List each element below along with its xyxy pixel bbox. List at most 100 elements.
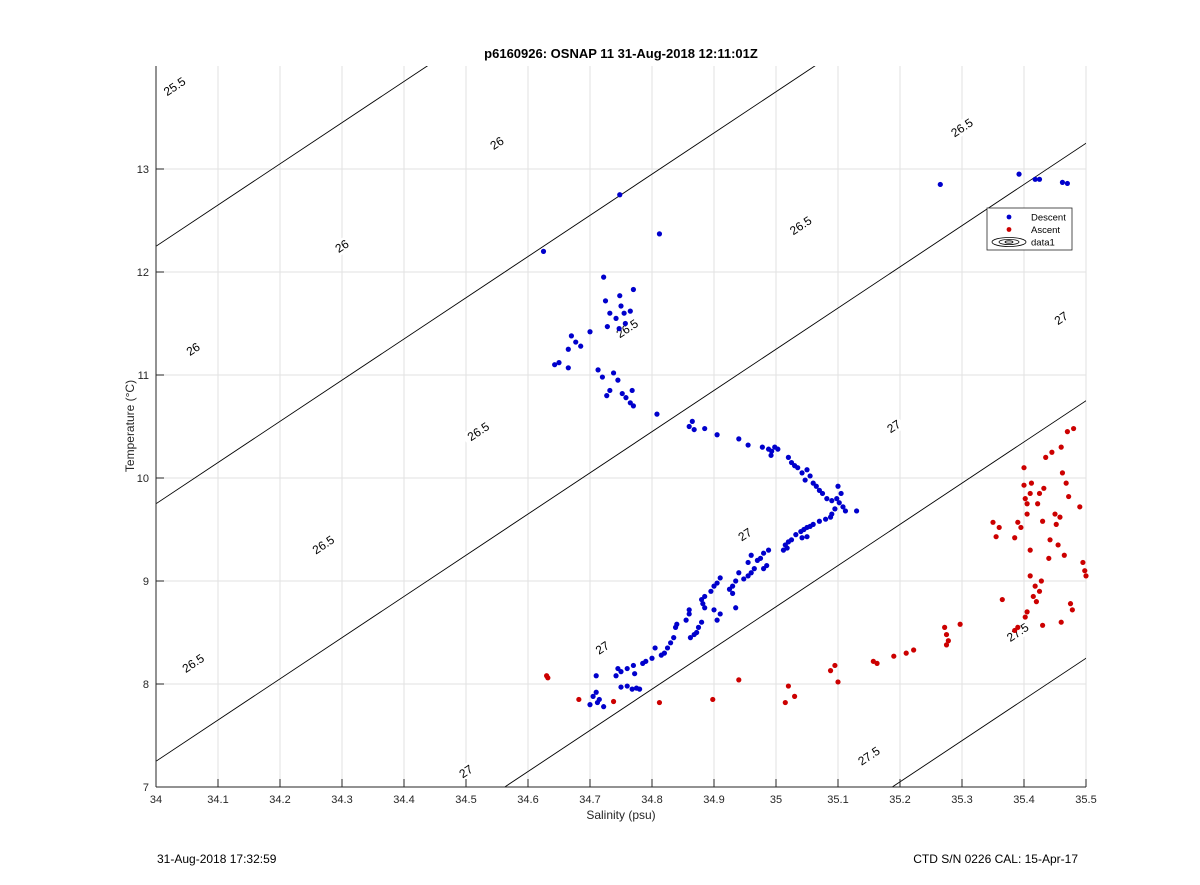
legend-label-data1: data1 <box>1031 238 1055 249</box>
legend-contour-icon-inner <box>998 238 1020 245</box>
x-tick-label: 34.5 <box>455 794 476 806</box>
descent-point <box>593 689 599 695</box>
descent-point <box>804 467 810 473</box>
descent-point <box>798 528 804 535</box>
y-tick-label: 11 <box>138 370 149 382</box>
ascent-point <box>945 638 951 644</box>
ascent-point <box>1027 490 1033 497</box>
y-tick-label: 12 <box>137 267 149 279</box>
descent-point <box>624 665 630 672</box>
descent-point <box>590 693 596 699</box>
ascent-point <box>1083 573 1089 579</box>
descent-point <box>802 477 808 483</box>
descent-point <box>601 704 607 710</box>
descent-point <box>601 274 607 280</box>
svg-text:26: 26 <box>333 237 352 256</box>
ascent-point <box>792 693 798 699</box>
ascent-point <box>1055 542 1061 548</box>
ascent-point <box>1030 593 1036 600</box>
descent-point <box>804 534 810 540</box>
ascent-point <box>1047 537 1053 543</box>
ascent-point <box>1052 511 1058 517</box>
isopycnal-label: 26.5 <box>175 648 211 679</box>
descent-point <box>630 403 637 409</box>
ascent-point <box>1046 555 1052 561</box>
ascent-point <box>1069 607 1075 613</box>
descent-point <box>745 559 751 566</box>
descent-point <box>578 343 584 349</box>
descent-point <box>708 588 714 594</box>
descent-point <box>618 303 624 309</box>
x-tick-label: 34.7 <box>579 794 600 806</box>
ascent-point <box>1024 501 1030 507</box>
descent-point <box>629 387 635 394</box>
descent-point <box>593 673 599 679</box>
descent-point <box>1064 180 1070 187</box>
ascent-point <box>1012 627 1018 634</box>
ascent-point <box>1033 599 1039 605</box>
descent-point <box>1016 171 1022 177</box>
ascent-point <box>1024 511 1030 517</box>
ascent-point <box>1035 501 1041 507</box>
x-tick-label: 35.1 <box>827 794 848 806</box>
descent-point <box>613 315 619 321</box>
descent-point <box>754 557 761 564</box>
svg-text:27: 27 <box>457 762 476 781</box>
descent-point <box>714 617 720 623</box>
x-tick-label: 34.1 <box>207 794 228 806</box>
x-axis-label: Salinity (psu) <box>586 808 656 822</box>
descent-point <box>745 573 751 579</box>
descent-point <box>654 411 660 417</box>
ascent-point <box>1053 521 1059 527</box>
x-tick-label: 34 <box>150 794 162 806</box>
descent-point <box>599 374 606 380</box>
descent-point <box>759 444 765 450</box>
isopycnal-line <box>156 66 816 505</box>
ascent-point <box>1071 425 1077 432</box>
x-tick-label: 35 <box>770 794 782 806</box>
descent-point <box>637 686 643 692</box>
descent-point <box>691 426 697 433</box>
descent-point <box>730 590 736 596</box>
ascent-point <box>942 624 948 630</box>
ascent-point <box>1067 601 1074 607</box>
descent-point <box>795 465 801 471</box>
descent-point <box>1059 179 1066 185</box>
descent-point <box>615 377 621 383</box>
legend-marker-descent <box>1006 214 1012 220</box>
y-axis-label: Temperature (°C) <box>123 379 137 473</box>
descent-point <box>854 508 860 514</box>
descent-point <box>745 442 751 448</box>
descent-point <box>736 436 742 442</box>
descent-point <box>664 645 671 651</box>
x-tick-label: 35.4 <box>1013 794 1034 806</box>
ascent-point <box>990 519 996 525</box>
descent-point <box>834 496 840 502</box>
svg-text:27: 27 <box>593 638 612 657</box>
descent-point <box>1032 176 1038 182</box>
legend-contour-icon <box>991 237 1027 247</box>
ascent-point <box>1036 588 1043 594</box>
ascent-point <box>1022 614 1028 620</box>
ascent-point <box>1015 519 1021 525</box>
descent-point <box>761 550 767 556</box>
descent-point <box>768 452 774 458</box>
descent-point <box>829 498 835 504</box>
svg-text:26: 26 <box>488 134 507 153</box>
x-tick-label: 34.9 <box>703 794 724 806</box>
isopycnal-line <box>156 66 429 247</box>
ascent-point <box>993 534 999 540</box>
descent-point <box>565 346 571 352</box>
isopycnal-line <box>503 400 1086 787</box>
descent-point <box>699 596 705 603</box>
descent-point <box>672 624 679 630</box>
ascent-point <box>656 699 663 706</box>
descent-point <box>630 286 637 293</box>
ascent-point <box>1041 485 1047 491</box>
ascent-point <box>1077 504 1083 510</box>
ascent-point <box>1032 583 1038 589</box>
descent-point <box>785 454 792 460</box>
isopycnal-label: 27 <box>882 415 906 438</box>
ascent-point <box>996 524 1002 531</box>
descent-point <box>717 575 723 581</box>
